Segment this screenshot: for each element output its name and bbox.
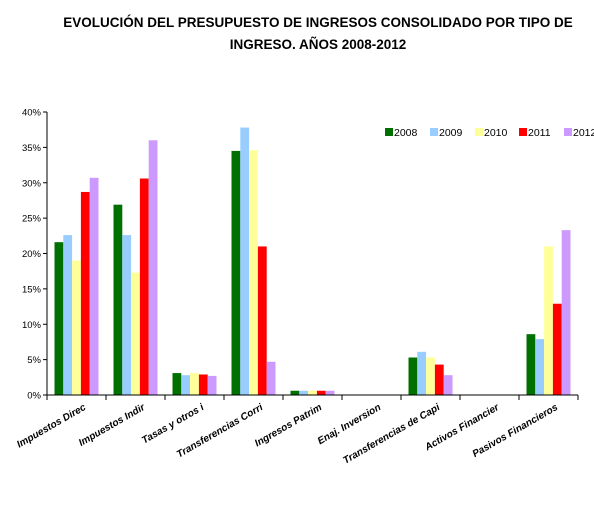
bar-2009 <box>299 390 309 395</box>
y-tick-label: 25% <box>22 214 42 225</box>
bar-2009 <box>63 235 73 395</box>
legend-label: 2008 <box>394 127 418 139</box>
legend: 2008 2009 2010 2011 2012 <box>385 127 594 139</box>
legend-swatch-2012 <box>564 128 572 136</box>
bar-2011 <box>257 246 267 395</box>
legend-swatch-2008 <box>385 128 393 136</box>
bar-2012 <box>443 375 453 395</box>
y-tick-label: 30% <box>22 178 42 189</box>
bar-2012 <box>266 361 276 395</box>
legend-swatch-2010 <box>475 128 483 136</box>
y-tick-label: 15% <box>22 284 42 295</box>
chart-title-line-1: EVOLUCIÓN DEL PRESUPUESTO DE INGRESOS CO… <box>63 15 573 30</box>
x-tick-label: Transferencias de Capi <box>341 402 442 467</box>
y-tick-label: 35% <box>22 143 42 154</box>
bar-2011 <box>434 364 444 395</box>
legend-swatch-2009 <box>430 128 438 136</box>
bar-2011 <box>316 390 326 395</box>
bar-2011 <box>198 374 208 395</box>
legend-label: 2011 <box>528 127 551 139</box>
legend-label: 2012 <box>573 127 594 139</box>
y-tick-label: 10% <box>22 320 42 331</box>
bar-2010 <box>308 390 317 395</box>
bar-2012 <box>89 177 99 395</box>
bar-2010 <box>131 272 140 395</box>
bar-2008 <box>408 357 418 395</box>
bar-2011 <box>80 191 90 395</box>
legend-swatch-2011 <box>519 128 527 136</box>
bar-2009 <box>535 339 545 395</box>
bar-2008 <box>54 242 64 395</box>
bar-2010 <box>544 246 553 395</box>
bar-2009 <box>240 127 250 395</box>
bar-2008 <box>526 334 536 395</box>
bar-2012 <box>561 230 571 395</box>
bar-2010 <box>72 260 81 395</box>
bar-2008 <box>172 373 182 395</box>
legend-label: 2009 <box>439 127 463 139</box>
bar-2011 <box>552 303 562 395</box>
x-tick-label: Impuestos Indir <box>77 402 148 449</box>
bar-2008 <box>290 390 300 395</box>
y-axis: 0% 5% 10% 15% 20% 25% 30% 35% 40% <box>22 108 48 402</box>
bar-2009 <box>181 375 191 395</box>
bar-2011 <box>139 178 149 395</box>
bar-2009 <box>417 351 427 395</box>
bar-2012 <box>325 390 335 395</box>
bar-2010 <box>426 357 435 395</box>
bar-2012 <box>148 140 158 395</box>
x-tick-label: Ingresos Patrim <box>253 402 324 449</box>
y-tick-label: 20% <box>22 249 42 260</box>
bar-2009 <box>122 235 132 395</box>
bars <box>54 127 571 395</box>
y-tick-label: 5% <box>27 355 41 366</box>
x-tick-label: Impuestos Direc <box>15 402 88 451</box>
bar-2008 <box>113 204 123 395</box>
bar-2012 <box>207 375 217 395</box>
bar-2010 <box>190 373 199 395</box>
y-tick-label: 0% <box>27 391 41 402</box>
y-tick-label: 40% <box>22 108 42 119</box>
bar-2008 <box>231 150 241 395</box>
bar-2010 <box>249 150 258 395</box>
chart-title-line-2: INGRESO. AÑOS 2008-2012 <box>230 37 407 52</box>
legend-label: 2010 <box>484 127 508 139</box>
